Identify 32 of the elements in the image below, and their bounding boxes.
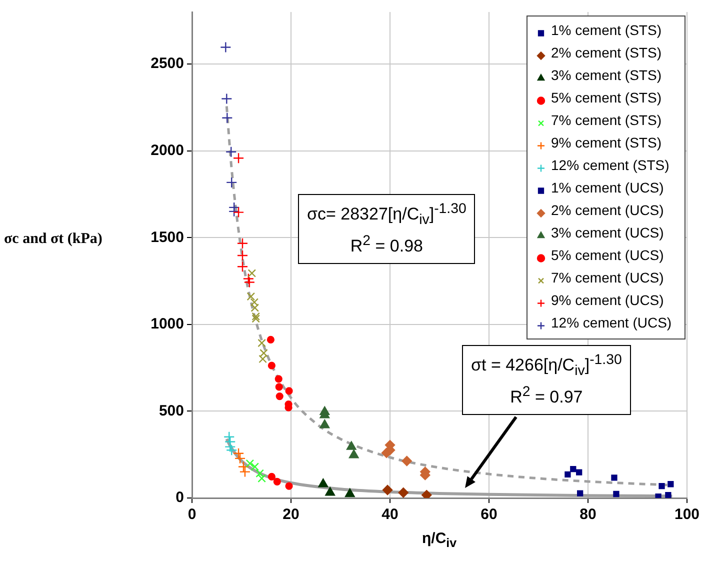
- legend-label: 2% cement (STS): [551, 44, 662, 61]
- legend-label: 12% cement (STS): [551, 157, 670, 174]
- x-tick-label: 40: [382, 506, 398, 524]
- y-tick-label: 500: [158, 402, 184, 420]
- x-axis-title: η/C$_{iv}$: [422, 530, 457, 550]
- y-tick-label: 0: [176, 489, 184, 506]
- legend-label: 9% cement (STS): [551, 134, 662, 151]
- y-tick-label: 2500: [150, 55, 184, 72]
- legend-label: 3% cement (STS): [551, 67, 662, 84]
- y-tick-label: 1000: [150, 316, 184, 333]
- legend-label: 3% cement (UCS): [551, 224, 664, 241]
- legend-label: 5% cement (STS): [551, 90, 662, 106]
- legend-label: 12% cement (UCS): [551, 314, 672, 331]
- x-tick-label: 80: [580, 506, 596, 524]
- y-tick-label: 1500: [150, 228, 184, 246]
- annotation: R$^{2}$ = 0.98: [349, 232, 424, 258]
- legend-label: 9% cement (UCS): [551, 292, 664, 308]
- x-tick-label: 60: [480, 506, 498, 524]
- x-tick-label: 20: [282, 506, 300, 524]
- legend-label: 5% cement (UCS): [551, 247, 664, 264]
- annotation: σc= 28327[η/C$_{iv}$]$^{-1.30}$: [307, 200, 466, 230]
- y-axis-title: σc and σt (kPa): [4, 231, 102, 248]
- x-tick-label: 0: [188, 506, 196, 524]
- y-tick-label: 2000: [150, 142, 184, 159]
- annotation: R$^{2}$ = 0.97: [509, 383, 584, 409]
- legend-label: 7% cement (UCS): [551, 270, 664, 286]
- legend-label: 7% cement (STS): [551, 112, 662, 128]
- legend-label: 1% cement (UCS): [551, 180, 664, 196]
- annotation: σt = 4266[η/C$_{iv}$]$^{-1.30}$: [471, 351, 622, 382]
- x-tick-label: 100: [674, 506, 700, 524]
- legend-label: 2% cement (UCS): [551, 202, 664, 218]
- legend-label: 1% cement (STS): [551, 22, 662, 38]
